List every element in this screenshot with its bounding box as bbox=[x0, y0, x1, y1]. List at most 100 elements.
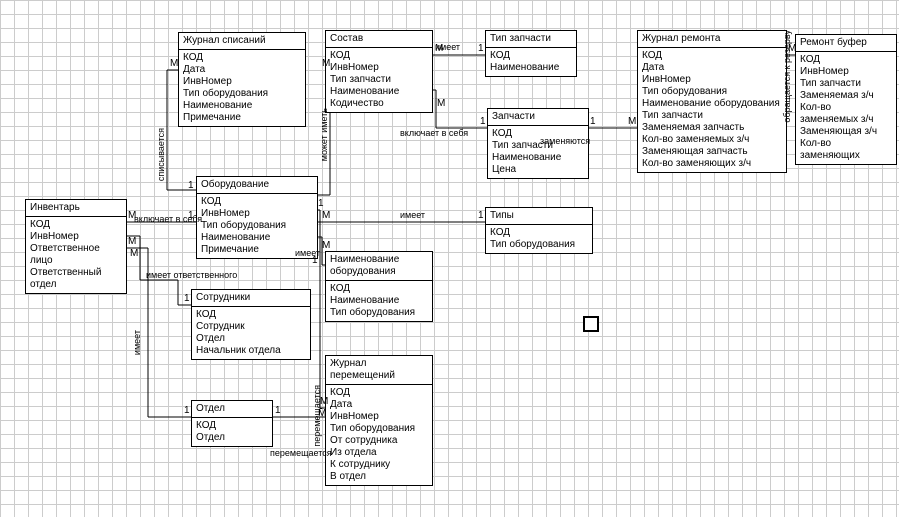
cardinality: 1 bbox=[590, 116, 596, 127]
relationship-label: списывается bbox=[156, 128, 166, 181]
cardinality: M bbox=[322, 58, 330, 69]
relationship-label: имеет ответственного bbox=[146, 270, 237, 280]
relationship-label: имеет bbox=[400, 210, 425, 220]
cardinality: 1 bbox=[478, 43, 484, 54]
entity-attr: Кол-во заменяемых з/ч bbox=[642, 134, 782, 146]
entity-attr: Тип оборудования bbox=[642, 86, 782, 98]
relationship-label: включает в себя bbox=[134, 214, 202, 224]
entity-attr: Наименование bbox=[330, 295, 428, 307]
entity-attr: ИнвНомер bbox=[201, 208, 313, 220]
cardinality: M bbox=[170, 58, 178, 69]
entity-title: Инвентарь bbox=[26, 200, 126, 217]
entity-writeoff[interactable]: Журнал списанийКОДДатаИнвНомерТип оборуд… bbox=[178, 32, 306, 127]
entity-equipment[interactable]: ОборудованиеКОДИнвНомерТип оборудованияН… bbox=[196, 176, 318, 259]
entity-attr: Заменяемая з/ч bbox=[800, 90, 892, 102]
cardinality: M bbox=[322, 240, 330, 251]
entity-title: Ремонт буфер bbox=[796, 35, 896, 52]
entity-title: Состав bbox=[326, 31, 432, 48]
entity-attr: Наименование bbox=[490, 62, 572, 74]
entity-attr: Тип запчасти bbox=[800, 78, 892, 90]
entity-attr: Из отдела bbox=[330, 447, 428, 459]
entity-attr: Тип запчасти bbox=[642, 110, 782, 122]
entity-parttype[interactable]: Тип запчасти КОДНаименование bbox=[485, 30, 577, 77]
entity-attr: КОД bbox=[642, 50, 782, 62]
cardinality: M bbox=[322, 210, 330, 221]
entity-attr: Дата bbox=[183, 64, 301, 76]
entity-attr: Наименование bbox=[201, 232, 313, 244]
entity-attr: Тип запчасти bbox=[330, 74, 428, 86]
relationship-label: включает в себя bbox=[400, 128, 468, 138]
entity-attr: ИнвНомер bbox=[330, 411, 428, 423]
cardinality: M bbox=[437, 98, 445, 109]
entity-attr: Кодичество bbox=[330, 98, 428, 110]
entity-attr: Наименование bbox=[492, 152, 584, 164]
relationship-label: может иметь bbox=[319, 108, 329, 161]
entity-employees[interactable]: СотрудникиКОДСотрудникОтделНачальник отд… bbox=[191, 289, 311, 360]
entity-attr: КОД bbox=[330, 50, 428, 62]
entity-attr: КОД bbox=[30, 219, 122, 231]
entity-attr: Дата bbox=[330, 399, 428, 411]
entity-buffer[interactable]: Ремонт буферКОДИнвНомерТип запчастиЗамен… bbox=[795, 34, 897, 165]
entity-attrs: КОДТип запчастиНаименованиеЦена bbox=[488, 126, 588, 178]
cardinality: 1 bbox=[184, 405, 190, 416]
entity-attr: ИнвНомер bbox=[183, 76, 301, 88]
entity-attr: Наименование bbox=[183, 100, 301, 112]
cardinality: 1 bbox=[275, 405, 281, 416]
entity-attr: КОД bbox=[183, 52, 301, 64]
entity-attr: КОД bbox=[330, 387, 428, 399]
entity-attr: ИнвНомер bbox=[30, 231, 122, 243]
entity-attrs: КОДИнвНомерТип запчастиЗаменяемая з/чКол… bbox=[796, 52, 896, 164]
relationship-label: имеет bbox=[435, 42, 460, 52]
entity-attr: Ответственное лицо bbox=[30, 243, 122, 267]
relationship-label: перемещается bbox=[312, 385, 322, 447]
entity-attrs: КОДДатаИнвНомерТип оборудованияНаименова… bbox=[179, 50, 305, 126]
entity-title: Сотрудники bbox=[192, 290, 310, 307]
entity-eqtypes[interactable]: ТипыКОДТип оборудования bbox=[485, 207, 593, 254]
entity-attr: КОД bbox=[490, 50, 572, 62]
entity-attr: Тип оборудования bbox=[183, 88, 301, 100]
entity-title: Наименование оборудования bbox=[326, 252, 432, 281]
relationship-label: заменяются bbox=[540, 136, 590, 146]
entity-attr: КОД bbox=[196, 309, 306, 321]
entity-attr: Заменяющая з/ч bbox=[800, 126, 892, 138]
entity-attr: Кол-во заменяющих bbox=[800, 138, 892, 162]
entity-attr: От сотрудника bbox=[330, 435, 428, 447]
entity-attr: КОД bbox=[330, 283, 428, 295]
entity-attr: Наименование bbox=[330, 86, 428, 98]
entity-attr: Заменяемая запчасть bbox=[642, 122, 782, 134]
marker-icon bbox=[583, 316, 599, 332]
entity-attrs: КОДИнвНомерОтветственное лицоОтветственн… bbox=[26, 217, 126, 293]
entity-attr: ИнвНомер bbox=[330, 62, 428, 74]
cardinality: 1 bbox=[188, 180, 194, 191]
entity-composition[interactable]: Состав КОДИнвНомерТип запчастиНаименовани… bbox=[325, 30, 433, 113]
entity-attr: Цена bbox=[492, 164, 584, 176]
entity-attrs: КОДСотрудникОтделНачальник отдела bbox=[192, 307, 310, 359]
entity-attr: Заменяющая запчасть bbox=[642, 146, 782, 158]
entity-title: Журнал перемещений bbox=[326, 356, 432, 385]
entity-title: Тип запчасти bbox=[486, 31, 576, 48]
entity-attr: Ответственный отдел bbox=[30, 267, 122, 291]
entity-attrs: КОДОтдел bbox=[192, 418, 272, 446]
entity-eqname[interactable]: Наименование оборудования КОДНаименование… bbox=[325, 251, 433, 322]
entity-attr: К сотруднику bbox=[330, 459, 428, 471]
cardinality: 1 bbox=[478, 210, 484, 221]
entity-attr: Тип оборудования bbox=[330, 423, 428, 435]
relationship-label: имеет bbox=[132, 330, 142, 355]
entity-title: Оборудование bbox=[197, 177, 317, 194]
relationship-label: обращается к резерву bbox=[782, 30, 792, 123]
entity-attr: ИнвНомер bbox=[642, 74, 782, 86]
entity-attr: Сотрудник bbox=[196, 321, 306, 333]
entity-attrs: КОДТип оборудования bbox=[486, 225, 592, 253]
entity-attr: Наименование оборудования bbox=[642, 98, 782, 110]
diagram-canvas: ИнвентарьКОДИнвНомерОтветственное лицоОт… bbox=[0, 0, 899, 517]
entity-movelog[interactable]: Журнал перемещений КОДДатаИнвНомерТип обо… bbox=[325, 355, 433, 486]
entity-inventory[interactable]: ИнвентарьКОДИнвНомерОтветственное лицоОт… bbox=[25, 199, 127, 294]
entity-repairlog[interactable]: Журнал ремонтаКОДДатаИнвНомерТип оборудо… bbox=[637, 30, 787, 173]
entity-dept[interactable]: ОтделКОДОтдел bbox=[191, 400, 273, 447]
entity-title: Журнал списаний bbox=[179, 33, 305, 50]
entity-title: Запчасти bbox=[488, 109, 588, 126]
entity-title: Журнал ремонта bbox=[638, 31, 786, 48]
entity-attr: КОД bbox=[800, 54, 892, 66]
cardinality: 1 bbox=[184, 293, 190, 304]
entity-title: Отдел bbox=[192, 401, 272, 418]
